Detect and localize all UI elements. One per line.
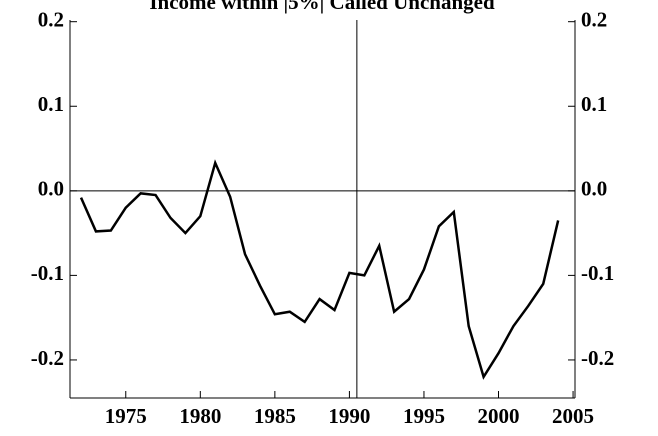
y2-tick-label: 0.2 bbox=[581, 8, 607, 32]
y-tick-label: 0.0 bbox=[38, 177, 64, 201]
y-tick-label: 0.1 bbox=[38, 92, 64, 116]
line bbox=[79, 159, 560, 380]
x-tick-label: 2005 bbox=[552, 404, 594, 428]
x-tick-label: 1985 bbox=[254, 404, 296, 428]
x-tick-label: 2000 bbox=[478, 404, 520, 428]
y-tick-label: -0.2 bbox=[31, 346, 64, 370]
y2-tick-label: 0.0 bbox=[581, 177, 607, 201]
y2-tick-label: 0.1 bbox=[581, 92, 607, 116]
x-tick-label: 1995 bbox=[403, 404, 445, 428]
y-tick-label: -0.1 bbox=[31, 261, 64, 285]
x-tick-label: 1980 bbox=[179, 404, 221, 428]
y-tick-label: 0.2 bbox=[38, 8, 64, 32]
chart-title: Income within |5%| Called Unchanged bbox=[149, 0, 495, 14]
y2-tick-label: -0.2 bbox=[581, 346, 614, 370]
y2-tick-label: -0.1 bbox=[581, 261, 614, 285]
x-tick-label: 1975 bbox=[105, 404, 147, 428]
x-tick-label: 1990 bbox=[328, 404, 370, 428]
